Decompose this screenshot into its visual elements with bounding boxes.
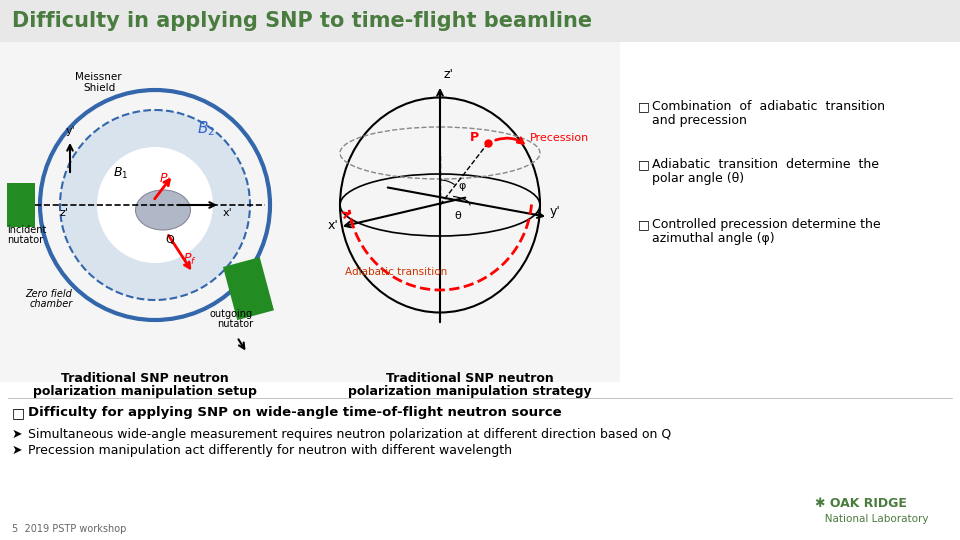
Text: ➤: ➤ <box>12 444 22 457</box>
Text: x': x' <box>328 219 339 232</box>
Text: nutator: nutator <box>217 319 253 329</box>
Text: x': x' <box>223 208 232 218</box>
Text: National Laboratory: National Laboratory <box>815 514 928 524</box>
Text: Difficulty in applying SNP to time-flight beamline: Difficulty in applying SNP to time-fligh… <box>12 11 592 31</box>
Bar <box>223 257 274 320</box>
Text: Simultaneous wide-angle measurement requires neutron polarization at different d: Simultaneous wide-angle measurement requ… <box>28 428 671 441</box>
Circle shape <box>60 110 250 300</box>
Ellipse shape <box>135 190 190 230</box>
Text: Adiabatic  transition  determine  the: Adiabatic transition determine the <box>652 158 879 171</box>
Text: □: □ <box>638 218 650 231</box>
Text: $B_1$: $B_1$ <box>113 166 129 181</box>
Text: Combination  of  adiabatic  transition: Combination of adiabatic transition <box>652 100 885 113</box>
Bar <box>0 0 960 42</box>
Text: incident: incident <box>7 225 46 235</box>
Text: Traditional SNP neutron: Traditional SNP neutron <box>386 372 554 385</box>
Text: z': z' <box>443 68 453 81</box>
Text: $B_2$: $B_2$ <box>197 119 215 138</box>
Text: azimuthal angle (φ): azimuthal angle (φ) <box>652 232 775 245</box>
Text: ➤: ➤ <box>12 428 22 441</box>
Circle shape <box>97 147 213 263</box>
Text: Adiabatic transition: Adiabatic transition <box>345 267 447 277</box>
Text: Difficulty for applying SNP on wide-angle time-of-flight neutron source: Difficulty for applying SNP on wide-angl… <box>28 406 562 419</box>
Text: Q: Q <box>165 235 174 245</box>
Text: polarization manipulation strategy: polarization manipulation strategy <box>348 385 591 398</box>
Text: □: □ <box>638 158 650 171</box>
Text: z': z' <box>60 208 69 218</box>
Text: polar angle (θ): polar angle (θ) <box>652 172 744 185</box>
Text: y': y' <box>66 126 76 136</box>
Text: 5  2019 PSTP workshop: 5 2019 PSTP workshop <box>12 524 127 534</box>
Text: Zero field: Zero field <box>25 289 72 299</box>
Text: and precession: and precession <box>652 114 747 127</box>
Text: P: P <box>470 131 479 144</box>
Text: θ: θ <box>454 211 461 221</box>
Text: y': y' <box>550 205 561 218</box>
Text: Traditional SNP neutron: Traditional SNP neutron <box>61 372 228 385</box>
Text: Precession manipulation act differently for neutron with different wavelength: Precession manipulation act differently … <box>28 444 512 457</box>
Text: outgoing: outgoing <box>210 309 253 319</box>
Bar <box>0 42 620 382</box>
Text: nutator: nutator <box>7 235 43 245</box>
Text: φ: φ <box>458 181 466 191</box>
Text: □: □ <box>638 100 650 113</box>
Text: $P_f$: $P_f$ <box>183 252 197 267</box>
Text: Precession: Precession <box>530 133 589 143</box>
Text: □: □ <box>12 406 25 420</box>
Text: polarization manipulation setup: polarization manipulation setup <box>33 385 257 398</box>
Bar <box>7 183 35 227</box>
Text: Controlled precession determine the: Controlled precession determine the <box>652 218 880 231</box>
Text: ✱ OAK RIDGE: ✱ OAK RIDGE <box>815 497 907 510</box>
Text: Shield: Shield <box>83 83 115 93</box>
Text: $P_i$: $P_i$ <box>159 172 171 187</box>
Text: chamber: chamber <box>30 299 73 309</box>
Text: Meissner: Meissner <box>75 72 122 82</box>
